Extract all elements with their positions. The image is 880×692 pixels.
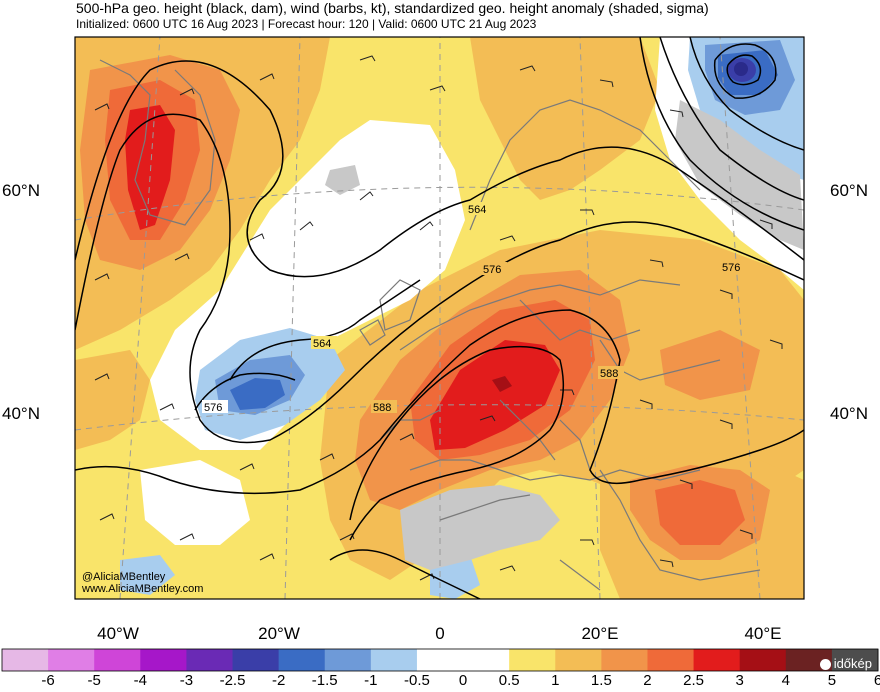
colorbar-tick: 2 <box>643 672 652 689</box>
colorbar-tick: 1.5 <box>590 672 612 689</box>
contour-588 <box>75 309 804 495</box>
colorbar-tick: 0 <box>458 672 468 689</box>
colorbar-tick: -1.5 <box>311 672 338 689</box>
height-contours <box>75 37 804 599</box>
contour-ne-low <box>713 43 777 99</box>
colorbar-tick: -2 <box>271 672 286 689</box>
contour-588-inner <box>349 345 565 541</box>
contour-label: 576 <box>204 402 222 414</box>
map-frame <box>74 36 805 600</box>
credit-handle: @AliciaMBentley <box>82 571 166 583</box>
coastlines <box>99 59 761 591</box>
lon-label-0: 0 <box>435 624 445 643</box>
contour-ne-1 <box>659 37 804 201</box>
contour-ne-3 <box>639 37 804 231</box>
colorbar-segment <box>140 649 187 671</box>
colorbar-tick: 3 <box>735 672 744 689</box>
colorbar-border <box>1 648 879 672</box>
colorbar-segment <box>555 649 602 671</box>
anomaly-shading-4 <box>492 376 512 392</box>
sun-icon <box>819 659 831 671</box>
colorbar-segment <box>739 649 787 671</box>
lat-label-40n-right: 40°N <box>830 404 868 423</box>
contour-label: 564 <box>468 204 486 216</box>
colorbar-segment <box>693 649 741 671</box>
colorbar-tick: -4 <box>133 672 147 689</box>
credit-website: www.AliciaMBentley.com <box>82 583 204 595</box>
colorbar-segment <box>94 649 141 671</box>
colorbar-segment <box>463 649 510 671</box>
colorbar-segment <box>416 649 464 671</box>
colorbar-segment <box>232 649 280 671</box>
idokep-logo: időkép <box>792 654 878 674</box>
anomaly-shading-3 <box>125 105 560 450</box>
lon-label-40w: 40°W <box>97 624 139 643</box>
lon-label-20w: 20°W <box>258 624 300 643</box>
colorbar <box>1 648 879 672</box>
wind-barbs <box>94 55 783 581</box>
colorbar-tick: 6 <box>873 672 880 689</box>
contour-label: 588 <box>373 402 391 414</box>
lat-label-40n-left: 40°N <box>2 404 40 423</box>
contour-south <box>329 549 481 599</box>
contour-ne-2 <box>689 37 804 151</box>
contour-576 <box>75 113 804 444</box>
colorbar-tick: -5 <box>87 672 101 689</box>
colorbar-tick: 4 <box>781 672 790 689</box>
lon-label-40e: 40°E <box>744 624 782 643</box>
colorbar-tick: 2.5 <box>683 672 705 689</box>
contour-label: 576 <box>722 262 740 274</box>
contour-label: 564 <box>313 338 331 350</box>
lat-label-60n-left: 60°N <box>2 181 40 200</box>
colorbar-tick: -6 <box>41 672 55 689</box>
colorbar-segment <box>647 649 695 671</box>
contour-564-west <box>75 60 804 278</box>
colorbar-segment <box>324 649 372 671</box>
colorbar-tick: -0.5 <box>404 672 430 689</box>
lat-label-60n-right: 60°N <box>830 181 868 200</box>
colorbar-tick: 1 <box>551 672 560 689</box>
colorbar-tick: 5 <box>827 672 837 689</box>
colorbar-segment <box>2 649 49 671</box>
contour-ne-low-inner <box>726 54 762 86</box>
map-title: 500-hPa geo. height (black, dam), wind (… <box>76 0 709 16</box>
colorbar-segment <box>278 649 326 671</box>
colorbar-segment <box>509 649 556 671</box>
anomaly-shading-neg25 <box>734 62 748 76</box>
colorbar-segment <box>186 649 234 671</box>
contour-576-b <box>194 372 296 411</box>
contour-564-trough <box>229 279 421 381</box>
colorbar-segment <box>601 649 648 671</box>
colorbar-segment <box>370 649 418 671</box>
graticule <box>75 37 804 599</box>
contour-label: 576 <box>483 264 501 276</box>
colorbar-tick: -3 <box>179 672 194 689</box>
map-subtitle: Initialized: 0600 UTC 16 Aug 2023 | Fore… <box>76 17 537 31</box>
lon-label-20e: 20°E <box>581 624 619 643</box>
colorbar-segment <box>48 649 95 671</box>
colorbar-segment <box>831 649 879 671</box>
colorbar-tick: -1 <box>364 672 378 689</box>
colorbar-tick: 0.5 <box>498 672 520 689</box>
colorbar-tick: -2.5 <box>219 672 246 689</box>
contour-label: 588 <box>600 368 618 380</box>
